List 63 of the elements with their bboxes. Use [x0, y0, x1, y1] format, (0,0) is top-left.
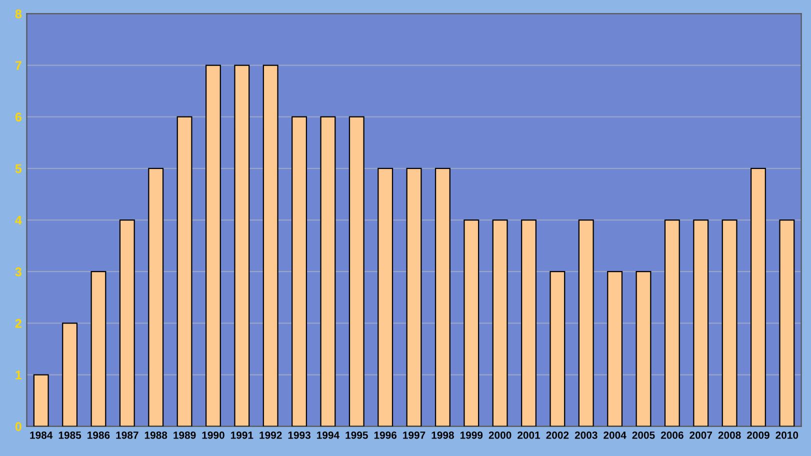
- x-tick-label: 1996: [374, 431, 397, 439]
- x-tick-label: 1993: [288, 431, 310, 439]
- bar: [636, 271, 652, 426]
- x-tick-label: 2009: [747, 431, 770, 439]
- bar: [607, 271, 623, 426]
- bar: [521, 219, 536, 426]
- bar: [722, 219, 738, 426]
- x-tick-label: 1987: [116, 431, 138, 439]
- y-tick-label: 7: [15, 61, 22, 70]
- bar: [119, 219, 135, 426]
- bar: [492, 219, 508, 426]
- bar: [320, 116, 336, 426]
- y-tick-label: 3: [15, 267, 22, 276]
- x-tick-label: 1999: [460, 431, 483, 439]
- y-tick-label: 4: [15, 216, 22, 225]
- bar: [292, 116, 307, 426]
- bar: [262, 64, 278, 426]
- bar: [348, 116, 364, 426]
- x-tick-label: 1986: [88, 431, 110, 439]
- x-tick-label: 2005: [632, 431, 655, 439]
- bar: [148, 168, 164, 426]
- x-tick-label: 1990: [202, 431, 224, 439]
- bar: [205, 64, 221, 426]
- bar: [378, 168, 394, 426]
- bar: [434, 168, 450, 426]
- bar: [550, 271, 566, 426]
- y-tick-label: 2: [15, 318, 22, 328]
- x-tick-label: 1997: [403, 431, 426, 439]
- x-tick-label: 1998: [432, 431, 454, 439]
- bar: [578, 219, 594, 426]
- bar: [779, 219, 795, 426]
- x-tick-label: 2000: [488, 431, 512, 439]
- bar: [62, 322, 78, 426]
- y-tick-label: 8: [15, 9, 22, 18]
- x-tick-label: 1989: [174, 431, 196, 439]
- x-tick-label: 2007: [690, 431, 712, 439]
- bar: [464, 219, 480, 426]
- x-tick-label: 2001: [518, 431, 540, 439]
- y-tick-label: 5: [15, 164, 22, 174]
- y-tick-label: 0: [15, 422, 22, 432]
- x-tick-label: 2003: [574, 431, 598, 439]
- bar: [664, 219, 680, 426]
- x-tick-label: 1994: [317, 431, 340, 439]
- bar: [693, 219, 709, 426]
- x-tick-label: 1991: [230, 431, 254, 439]
- y-tick-label: 6: [15, 112, 22, 122]
- x-tick-label: 2006: [660, 431, 684, 439]
- x-tick-label: 2010: [776, 431, 798, 439]
- bar: [90, 271, 106, 426]
- bar: [750, 168, 766, 426]
- bar: [176, 116, 192, 426]
- x-tick-label: 2002: [546, 431, 569, 439]
- bar: [33, 374, 49, 426]
- x-tick-label: 1988: [144, 431, 168, 439]
- y-tick-label: 1: [16, 370, 22, 380]
- x-tick-label: 1992: [260, 431, 282, 439]
- x-tick-label: 1984: [30, 431, 53, 439]
- x-tick-label: 1995: [346, 431, 368, 439]
- x-tick-label: 2004: [604, 431, 626, 439]
- x-tick-label: 1985: [58, 431, 82, 439]
- bar: [234, 64, 250, 426]
- x-tick-label: 2008: [718, 431, 741, 439]
- bar: [406, 168, 422, 426]
